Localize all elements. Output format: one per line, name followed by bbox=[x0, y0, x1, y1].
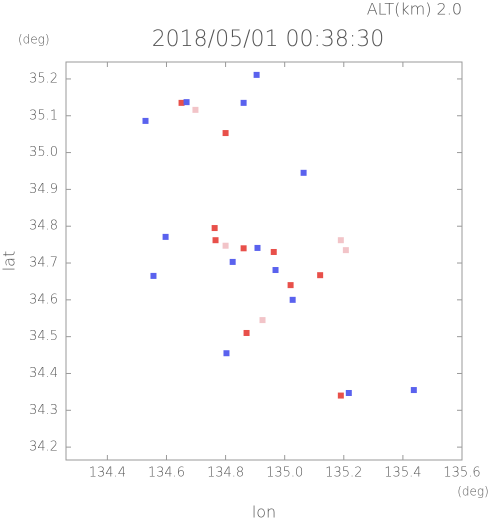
echo-point bbox=[222, 130, 229, 137]
echo-point bbox=[162, 233, 169, 240]
annotation: ALT(km) 2.0 bbox=[367, 0, 462, 19]
x-tick-label: 135.2 bbox=[325, 466, 362, 481]
echo-point bbox=[270, 248, 277, 255]
y-tick-label: 34.2 bbox=[29, 440, 58, 455]
echo-point bbox=[337, 237, 344, 244]
echo-point bbox=[212, 237, 219, 244]
echo-point bbox=[223, 350, 230, 357]
echo-point bbox=[222, 242, 229, 249]
echo-point bbox=[342, 247, 349, 254]
x-tick-label: 135.6 bbox=[443, 466, 480, 481]
x-label: lon bbox=[252, 503, 276, 521]
y-tick-label: 34.4 bbox=[29, 366, 58, 381]
echo-point bbox=[229, 258, 236, 265]
echo-point bbox=[254, 244, 261, 251]
y-tick-label: 34.5 bbox=[29, 329, 58, 344]
y-tick-label: 34.9 bbox=[29, 182, 58, 197]
x-unit: (deg) bbox=[457, 485, 489, 499]
y-tick-label: 34.6 bbox=[29, 292, 58, 307]
echo-point bbox=[272, 267, 279, 274]
echo-point bbox=[300, 169, 307, 176]
x-tick-label: 134.4 bbox=[89, 466, 126, 481]
y-label: lat bbox=[0, 251, 19, 272]
y-tick-label: 35.1 bbox=[29, 108, 58, 123]
echo-point bbox=[240, 99, 247, 106]
y-unit: (deg) bbox=[18, 33, 50, 47]
echo-point bbox=[243, 329, 250, 336]
y-tick-label: 34.8 bbox=[29, 219, 58, 234]
plot-frame bbox=[65, 61, 463, 461]
y-tick-label: 35.2 bbox=[29, 71, 58, 86]
echo-point bbox=[259, 317, 266, 324]
echo-point bbox=[410, 387, 417, 394]
y-tick-label: 34.7 bbox=[29, 256, 58, 271]
echo-point bbox=[211, 225, 218, 232]
echo-point bbox=[178, 99, 185, 106]
echo-point bbox=[317, 272, 324, 279]
x-tick-label: 135.4 bbox=[384, 466, 421, 481]
echo-point bbox=[289, 296, 296, 303]
echo-point bbox=[192, 106, 199, 113]
y-tick-label: 35.0 bbox=[29, 145, 58, 160]
chart-title: 2018/05/01 00:38:30 bbox=[152, 27, 385, 52]
echo-point bbox=[240, 245, 247, 252]
x-tick-label: 134.6 bbox=[148, 466, 185, 481]
x-tick-label: 135.0 bbox=[266, 466, 303, 481]
echo-point bbox=[337, 392, 344, 399]
echo-point bbox=[150, 272, 157, 279]
echo-point bbox=[253, 71, 260, 78]
echo-point bbox=[142, 117, 149, 124]
x-tick-label: 134.8 bbox=[207, 466, 244, 481]
echo-point bbox=[345, 389, 352, 396]
y-tick-label: 34.3 bbox=[29, 403, 58, 418]
echo-point bbox=[183, 99, 190, 106]
echo-point bbox=[287, 282, 294, 289]
